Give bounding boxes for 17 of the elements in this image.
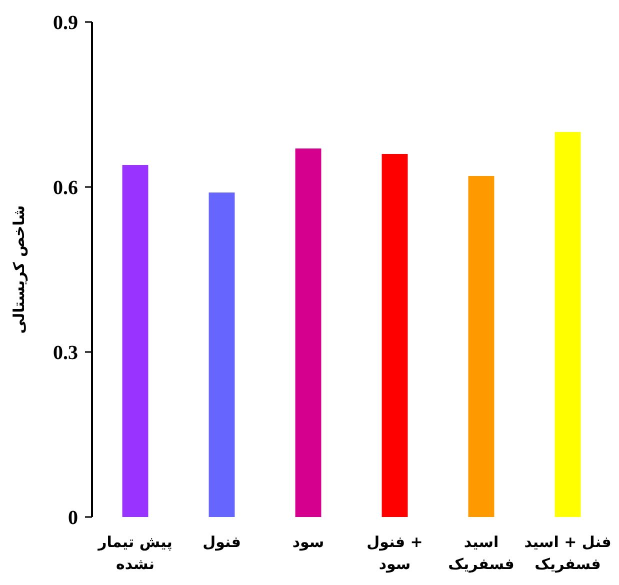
bar: [122, 165, 148, 517]
bar: [468, 176, 494, 517]
bar: [554, 132, 581, 517]
x-tick-label: فنول: [202, 533, 241, 551]
bar: [382, 154, 408, 517]
y-tick-label: 0.3: [53, 342, 78, 364]
x-tick-label: فنول + سود: [366, 533, 423, 573]
y-tick-label: 0: [68, 507, 78, 529]
bar: [208, 192, 235, 517]
y-tick-label: 0.9: [53, 12, 78, 34]
y-tick-label: 0.6: [53, 177, 78, 199]
x-tick-label: فنل + اسید فسفریک: [524, 533, 612, 573]
x-tick-label: اسید فسفریک: [448, 533, 514, 573]
bar: [295, 148, 322, 517]
y-axis-title: شاخص کریستالی: [10, 205, 28, 334]
x-tick-label: سود: [292, 533, 324, 551]
x-tick-label: پیش تیمار نشده: [97, 533, 172, 573]
